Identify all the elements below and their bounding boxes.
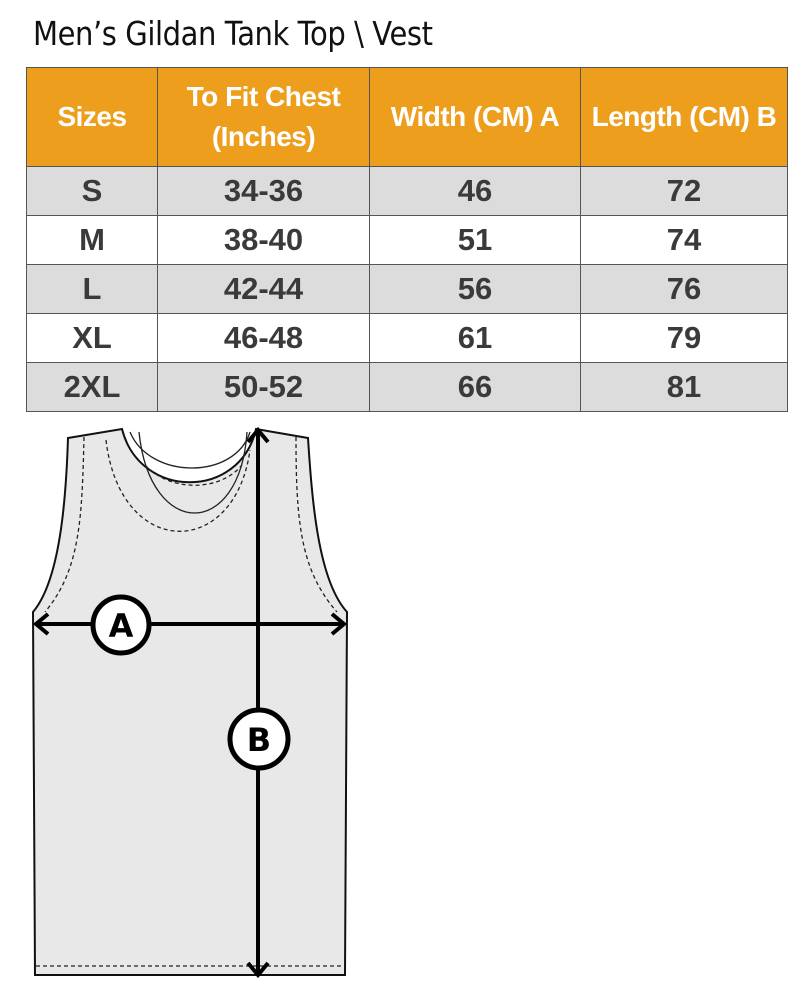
cell-width: 61 [369,313,581,363]
label-a-badge: A [90,594,152,656]
cell-width: 56 [369,264,581,314]
table-row: 2XL 50-52 66 81 [26,362,788,412]
cell-size: M [26,215,158,265]
size-chart-table: Sizes To Fit Chest (Inches) Width (CM) A… [26,67,788,412]
length-arrow [246,426,270,979]
tank-top-outline [31,427,349,976]
width-arrow [32,612,348,636]
cell-chest: 38-40 [157,215,370,265]
cell-length: 74 [580,215,788,265]
cell-width: 51 [369,215,581,265]
cell-length: 79 [580,313,788,363]
tank-top-diagram: A B [31,426,349,979]
page-title: Men’s Gildan Tank Top \ Vest [33,14,433,53]
header-sizes: Sizes [26,67,158,167]
header-chest: To Fit Chest (Inches) [157,67,370,167]
table-row: M 38-40 51 74 [26,215,788,265]
cell-width: 46 [369,166,581,216]
cell-length: 81 [580,362,788,412]
cell-length: 76 [580,264,788,314]
cell-chest: 46-48 [157,313,370,363]
header-length: Length (CM) B [580,67,788,167]
label-b: B [247,721,271,759]
cell-chest: 50-52 [157,362,370,412]
table-row: S 34-36 46 72 [26,166,788,216]
cell-chest: 34-36 [157,166,370,216]
label-b-badge: B [227,707,291,771]
table-row: L 42-44 56 76 [26,264,788,314]
table-row: XL 46-48 61 79 [26,313,788,363]
cell-width: 66 [369,362,581,412]
cell-size: S [26,166,158,216]
header-width: Width (CM) A [369,67,581,167]
header-row: Sizes To Fit Chest (Inches) Width (CM) A… [26,67,788,167]
cell-size: 2XL [26,362,158,412]
cell-chest: 42-44 [157,264,370,314]
label-a: A [109,607,134,645]
cell-size: XL [26,313,158,363]
cell-length: 72 [580,166,788,216]
cell-size: L [26,264,158,314]
